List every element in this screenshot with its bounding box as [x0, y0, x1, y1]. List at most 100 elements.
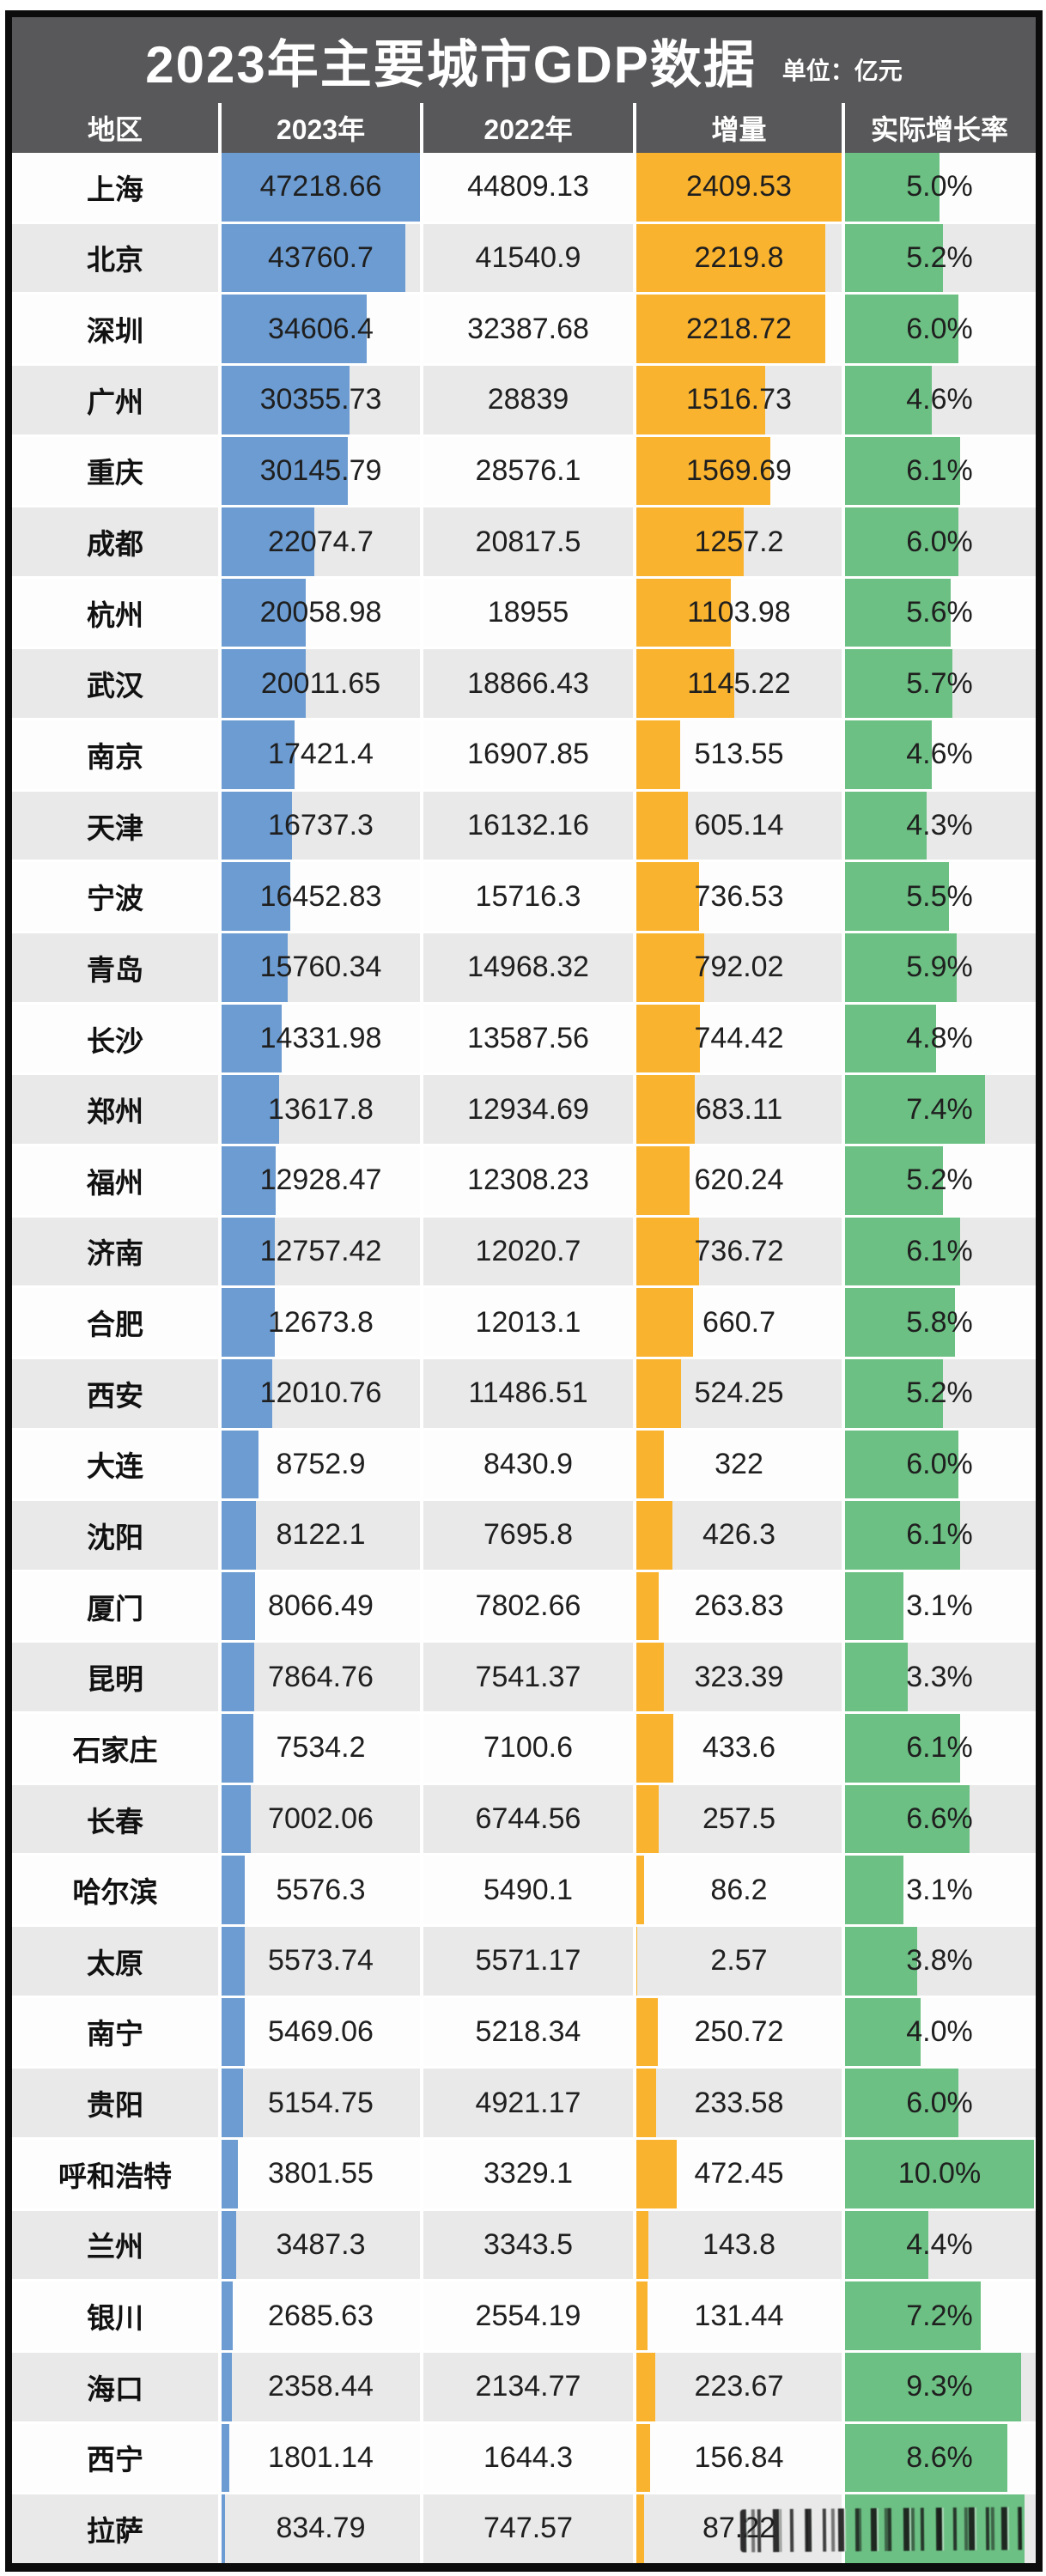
gdp-2022-cell: 20817.5: [420, 507, 633, 576]
delta-cell: 605.14: [633, 791, 842, 860]
delta-value: 2219.8: [694, 240, 784, 274]
delta-cell: 131.44: [633, 2281, 842, 2350]
gdp-2023-value: 7002.06: [268, 1802, 374, 1836]
gdp-2022-value: 18866.43: [467, 666, 589, 700]
delta-bar: [636, 153, 842, 222]
column-header-region: 地区: [87, 114, 143, 145]
growth-cell: 7.2%: [842, 2281, 1034, 2350]
growth-value: 6.1%: [906, 1731, 973, 1765]
region-value: 天津: [87, 811, 143, 844]
gdp-2022-cell: 28839: [420, 365, 633, 434]
column-header-2022: 2022年: [420, 103, 633, 153]
gdp-2023-bar: [222, 2423, 229, 2493]
delta-cell: 323.39: [633, 1643, 842, 1712]
delta-value: 524.25: [694, 1376, 784, 1410]
gdp-2023-cell: 1801.14: [218, 2423, 420, 2493]
region-value: 西安: [87, 1379, 143, 1412]
region-value: 昆明: [87, 1663, 143, 1696]
gdp-2023-value: 3487.3: [276, 2227, 366, 2261]
gdp-2022-value: 12020.7: [475, 1234, 581, 1267]
delta-cell: 257.5: [633, 1784, 842, 1854]
region-cell: 拉萨: [12, 2494, 218, 2563]
region-cell: 合肥: [12, 1288, 218, 1357]
gdp-2023-cell: 834.79: [218, 2494, 420, 2563]
delta-cell: 524.25: [633, 1358, 842, 1428]
table-row: 海口 2358.44 2134.77 223.67 9.3%: [12, 2349, 1036, 2421]
delta-value: 1516.73: [686, 383, 792, 416]
growth-bar: [845, 2423, 1008, 2493]
growth-bar: [845, 1571, 904, 1641]
delta-cell: 744.42: [633, 1004, 842, 1073]
gdp-2023-value: 14331.98: [259, 1022, 382, 1054]
delta-value: 605.14: [694, 809, 784, 842]
gdp-2023-cell: 17421.4: [218, 720, 420, 789]
delta-bar: [636, 1856, 644, 1925]
growth-bar: [845, 1288, 955, 1357]
gdp-2023-bar: [222, 2210, 237, 2280]
gdp-2023-value: 12928.47: [259, 1163, 382, 1197]
delta-bar: [636, 1997, 658, 2067]
growth-bar: [845, 153, 940, 222]
gdp-2023-bar: [222, 1217, 276, 1286]
gdp-2022-value: 15716.3: [475, 879, 581, 913]
region-cell: 长沙: [12, 1005, 218, 1073]
region-value: 南宁: [87, 2018, 143, 2050]
gdp-2023-cell: 30145.79: [218, 436, 420, 506]
gdp-2023-cell: 12010.76: [218, 1358, 420, 1428]
gdp-2022-value: 1644.3: [483, 2440, 573, 2474]
delta-bar: [636, 649, 734, 719]
gdp-2022-cell: 11486.51: [420, 1358, 633, 1428]
gdp-2022-cell: 12934.69: [420, 1075, 633, 1144]
delta-value: 683.11: [695, 1092, 783, 1126]
region-cell: 兰州: [12, 2211, 218, 2280]
gdp-2022-cell: 18955: [420, 578, 633, 647]
growth-cell: 5.9%: [842, 933, 1034, 1002]
gdp-2023-cell: 3487.3: [218, 2210, 420, 2280]
delta-bar: [636, 2139, 677, 2208]
gdp-2023-bar: [222, 1856, 246, 1925]
gdp-2022-cell: 14968.32: [420, 933, 633, 1002]
growth-bar: [845, 791, 927, 860]
growth-value: 5.2%: [906, 1163, 973, 1197]
delta-cell: 1516.73: [633, 365, 842, 434]
gdp-2023-cell: 34606.4: [218, 295, 420, 363]
delta-cell: 156.84: [633, 2423, 842, 2493]
growth-value: 3.1%: [906, 1873, 973, 1906]
region-value: 哈尔滨: [72, 1876, 158, 1909]
delta-bar: [636, 436, 770, 506]
gdp-2022-cell: 28576.1: [420, 436, 633, 506]
column-header-row: 地区 2023年 2022年 增量 实际增长率: [12, 103, 1036, 153]
region-value: 福州: [87, 1166, 143, 1199]
table-row: 福州 12928.47 12308.23 620.24 5.2%: [12, 1143, 1036, 1215]
delta-value: 433.6: [702, 1731, 776, 1765]
delta-cell: 426.3: [633, 1501, 842, 1570]
delta-value: 86.2: [710, 1873, 768, 1906]
gdp-2022-value: 12308.23: [467, 1163, 589, 1197]
region-value: 太原: [87, 1947, 143, 1979]
delta-cell: 223.67: [633, 2352, 842, 2421]
delta-bar: [636, 578, 731, 647]
gdp-2023-bar: [222, 1004, 283, 1073]
growth-bar: [845, 2210, 928, 2280]
region-cell: 呼和浩特: [12, 2140, 218, 2208]
growth-cell: 5.2%: [842, 1358, 1034, 1428]
delta-bar: [636, 1217, 700, 1286]
delta-cell: 263.83: [633, 1571, 842, 1641]
delta-cell: 250.72: [633, 1997, 842, 2067]
gdp-2023-cell: 13617.8: [218, 1075, 420, 1144]
delta-value: 257.5: [702, 1802, 776, 1836]
gdp-2023-bar: [222, 2281, 234, 2350]
growth-value: 3.3%: [906, 1660, 973, 1693]
growth-bar: [845, 933, 957, 1002]
region-value: 贵阳: [87, 2089, 143, 2122]
gdp-2022-cell: 7695.8: [420, 1501, 633, 1570]
growth-bar: [845, 2139, 1034, 2208]
gdp-2022-value: 7100.6: [483, 1731, 573, 1765]
growth-value: 4.6%: [906, 383, 973, 416]
growth-value: 5.7%: [906, 666, 973, 700]
gdp-2023-cell: 7534.2: [218, 1714, 420, 1783]
region-cell: 济南: [12, 1218, 218, 1286]
region-cell: 西宁: [12, 2424, 218, 2493]
region-cell: 福州: [12, 1146, 218, 1215]
delta-value: 156.84: [694, 2440, 784, 2474]
